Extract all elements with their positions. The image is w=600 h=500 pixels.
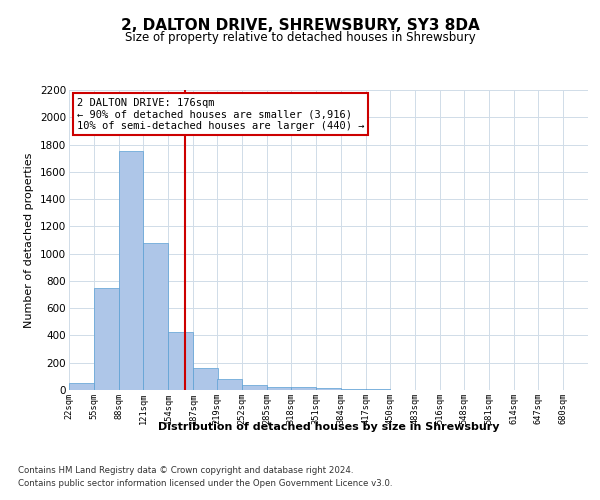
Bar: [266, 386, 292, 390]
Y-axis label: Number of detached properties: Number of detached properties: [25, 152, 34, 328]
Bar: [292, 388, 316, 390]
Bar: [217, 379, 242, 390]
Bar: [94, 288, 119, 390]
Text: Contains HM Land Registry data © Crown copyright and database right 2024.: Contains HM Land Registry data © Crown c…: [18, 466, 353, 475]
Text: Contains public sector information licensed under the Open Government Licence v3: Contains public sector information licen…: [18, 479, 392, 488]
Text: Distribution of detached houses by size in Shrewsbury: Distribution of detached houses by size …: [158, 422, 500, 432]
Bar: [193, 368, 218, 390]
Text: 2, DALTON DRIVE, SHREWSBURY, SY3 8DA: 2, DALTON DRIVE, SHREWSBURY, SY3 8DA: [121, 18, 479, 32]
Bar: [143, 244, 168, 390]
Bar: [316, 388, 341, 390]
Bar: [119, 152, 143, 390]
Bar: [69, 383, 94, 390]
Text: 2 DALTON DRIVE: 176sqm
← 90% of detached houses are smaller (3,916)
10% of semi-: 2 DALTON DRIVE: 176sqm ← 90% of detached…: [77, 98, 364, 130]
Bar: [341, 389, 365, 390]
Text: Size of property relative to detached houses in Shrewsbury: Size of property relative to detached ho…: [125, 31, 475, 44]
Bar: [242, 385, 266, 390]
Bar: [168, 332, 193, 390]
